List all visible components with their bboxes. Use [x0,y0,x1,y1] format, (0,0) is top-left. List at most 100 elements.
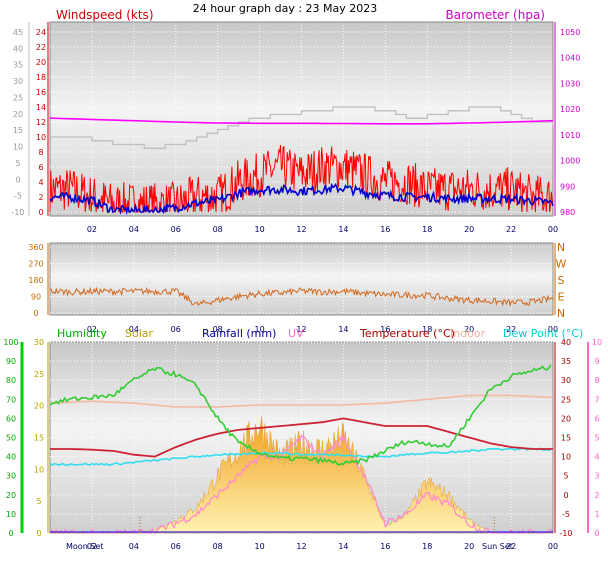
uv-line [49,432,554,535]
y-tick-label: 980 [560,208,575,217]
y-tick-label: 4 [594,453,599,462]
y-tick-label: 25 [561,395,571,404]
barometer-label: Barometer (hpa) [446,8,545,22]
x-tick-label: 08 [213,325,223,334]
y-tick-label: 0 [8,529,13,538]
y-tick-label: -5 [562,510,570,519]
x-tick-label: 06 [171,225,181,234]
indoor-label: Indoor [450,327,486,340]
y-tick-label: -5 [14,192,22,201]
y-tick-label: 45 [13,28,23,37]
y-tick-label: 20 [561,414,571,423]
y-tick-label: 9 [594,357,599,366]
y-tick-label: 1020 [560,105,580,114]
y-tick-label: -10 [11,208,24,217]
x-tick-label: 02 [87,542,97,551]
y-tick-label: 40 [13,44,23,53]
x-tick-label: 00 [548,542,558,551]
y-tick-label: 10 [592,338,602,347]
x-tick-label: 06 [171,542,181,551]
y-tick-label: 30 [13,77,23,86]
x-tick-label: 18 [422,542,432,551]
wind-average-line [49,182,554,215]
y-tick-label: 60 [6,414,16,423]
x-tick-label: 08 [213,225,223,234]
rainfall-label: Rainfall (mm) [202,327,276,340]
y-tick-label: 5 [563,472,568,481]
panel-wind-bg [50,22,553,216]
sun-set-label: Sun Set [482,542,513,551]
y-tick-label: 24 [36,28,46,37]
wind-direction-line [49,286,554,308]
x-tick-label: 10 [254,225,264,234]
y-tick-label: 10 [561,453,571,462]
y-tick-label: 990 [560,182,575,191]
y-tick-label: 0 [594,529,599,538]
x-tick-label: 04 [129,542,139,551]
y-tick-label: 0 [15,175,20,184]
x-tick-label: 22 [506,542,516,551]
y-tick-label: 20 [36,58,46,67]
y-tick-label: 30 [6,472,16,481]
y-tick-label: 35 [561,357,571,366]
page-title: 24 hour graph day : 23 May 2023 [193,2,378,15]
dewpoint-label: Dew Point (°C) [503,327,583,340]
y-tick-label: 20 [13,110,23,119]
x-tick-label: 16 [380,225,390,234]
y-tick-label: 6 [594,414,599,423]
x-tick-label: 16 [380,325,390,334]
y-tick-label: 15 [34,434,44,443]
y-tick-label: 10 [13,143,23,152]
compass-label: W [556,258,567,271]
x-tick-label: 04 [129,225,139,234]
x-tick-label: 18 [422,325,432,334]
panel-frame [49,21,554,217]
y-tick-label: 40 [561,338,571,347]
x-tick-label: 22 [506,325,516,334]
x-tick-label: 02 [87,325,97,334]
y-tick-label: 1030 [560,79,580,88]
panel-frame [49,242,554,316]
y-tick-label: 70 [6,395,16,404]
y-tick-label: 0 [563,491,568,500]
moon-set-label: Moon Set [66,542,103,551]
humidity-label: Humidity [57,327,107,340]
y-tick-label: 10 [6,510,16,519]
y-tick-label: 1010 [560,131,580,140]
y-tick-label: 2 [38,193,43,202]
y-tick-label: 25 [34,370,44,379]
x-tick-label: 14 [338,542,348,551]
y-tick-label: 270 [28,260,43,269]
y-tick-label: 360 [28,243,43,252]
y-tick-label: 30 [561,376,571,385]
y-tick-label: 10 [36,133,46,142]
y-tick-label: 5 [36,497,41,506]
x-tick-label: 20 [464,542,474,551]
y-tick-label: 1000 [560,157,580,166]
barometer-line [49,117,554,125]
x-tick-label: 00 [548,225,558,234]
y-tick-label: 20 [6,491,16,500]
x-tick-label: 06 [171,325,181,334]
y-tick-label: 40 [6,453,16,462]
y-tick-label: 12 [36,118,46,127]
windspeed-label: Windspeed (kts) [56,8,154,22]
temperature-line [50,417,553,458]
y-tick-label: 4 [38,178,43,187]
x-tick-label: 08 [213,542,223,551]
y-tick-label: 10 [34,465,44,474]
compass-label: E [558,291,565,304]
y-tick-label: 100 [3,338,18,347]
y-tick-label: 22 [36,43,46,52]
x-tick-label: 10 [254,542,264,551]
y-tick-label: 5 [594,434,599,443]
y-tick-label: 18 [36,73,46,82]
x-tick-label: 12 [296,542,306,551]
y-tick-label: 0 [33,309,38,318]
y-tick-label: 7 [594,395,599,404]
temperature-label: Temperature (°C) [359,327,455,340]
x-tick-label: 22 [506,225,516,234]
y-tick-label: 3 [594,472,599,481]
x-tick-label: 00 [548,325,558,334]
